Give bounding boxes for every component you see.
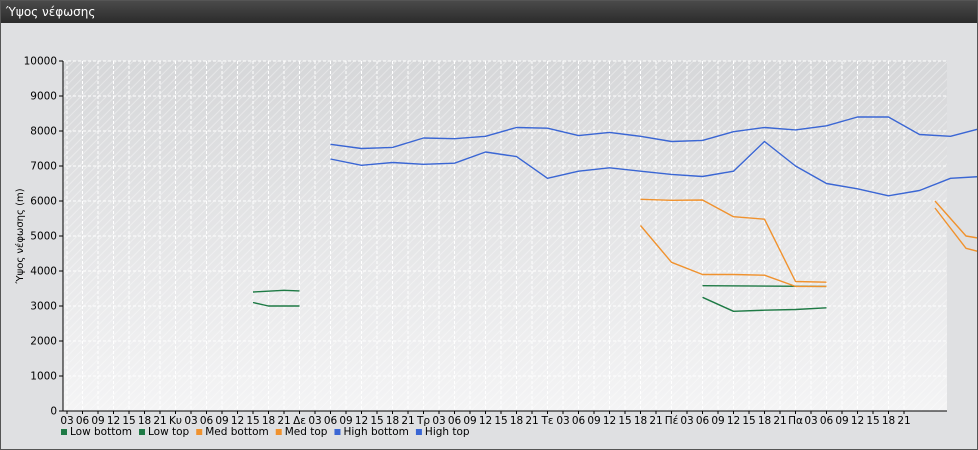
grid-lines (63, 60, 947, 412)
y-tick-label: 8000 (30, 126, 57, 138)
x-tick-label: 12 (355, 415, 368, 427)
title-bar: Ύψος νέφωσης (1, 1, 977, 23)
series-line-low-top (252, 289, 300, 293)
x-tick-label: Τρ (416, 415, 430, 427)
y-tick-label: 1000 (30, 371, 57, 383)
series-line-low-bottom (252, 301, 300, 307)
y-tick-label: 4000 (30, 266, 57, 278)
x-tick-label: 09 (339, 415, 352, 427)
x-tick-label: 06 (696, 415, 710, 427)
x-tick-label: 15 (494, 415, 507, 427)
series-lines (252, 116, 977, 312)
legend-swatch (139, 429, 145, 435)
x-tick-label: 06 (572, 415, 586, 427)
x-tick-label: 09 (587, 415, 600, 427)
x-tick-label: 15 (370, 415, 383, 427)
x-tick-label: 18 (510, 415, 523, 427)
y-tick-label: 9000 (30, 91, 57, 103)
x-tick-label: 03 (184, 415, 197, 427)
x-tick-label: 18 (634, 415, 647, 427)
y-tick-label: 7000 (30, 161, 57, 173)
legend-swatch (334, 429, 341, 435)
y-tick-label: 0 (50, 406, 57, 418)
x-tick-label: 12 (727, 415, 740, 427)
series-line-med-top (640, 198, 827, 283)
x-tick-label: 21 (649, 415, 662, 427)
x-tick-label: 12 (479, 415, 492, 427)
x-tick-label: 15 (866, 415, 879, 427)
y-tick-label: 2000 (30, 336, 57, 348)
window-title: Ύψος νέφωσης (6, 5, 96, 19)
y-tick-label: 3000 (30, 301, 57, 313)
x-tick-label: 09 (463, 415, 476, 427)
x-tick-label: Πέ (665, 415, 679, 427)
x-tick-label: 06 (448, 415, 462, 427)
x-tick-label: 03 (60, 415, 73, 427)
legend-swatch (275, 429, 282, 435)
x-tick-label: 15 (246, 415, 259, 427)
axes: 0 1000 2000 3000 4000 5000 6000 7000 8000 9000 100… (24, 56, 947, 427)
x-tick-label: 21 (525, 415, 538, 427)
x-tick-label: 12 (851, 415, 864, 427)
x-tick-label: 09 (215, 415, 228, 427)
x-tick-label: 18 (386, 415, 399, 427)
x-tick-label: 21 (277, 415, 290, 427)
legend-swatch (196, 429, 203, 435)
x-tick-label: 18 (882, 415, 895, 427)
x-tick-label: 21 (897, 415, 910, 427)
series-line-low-bottom (702, 296, 827, 312)
legend-swatch (415, 429, 422, 435)
x-tick-label: 18 (138, 415, 151, 427)
x-tick-label: 12 (231, 415, 244, 427)
x-tick-label: Κυ (169, 415, 182, 427)
x-tick-label: 12 (107, 415, 120, 427)
x-tick-label: 06 (76, 415, 90, 427)
x-tick-label: 21 (773, 415, 786, 427)
x-tick-label: 03 (556, 415, 569, 427)
series-line-high-top (330, 116, 977, 150)
x-tick-label: 15 (122, 415, 135, 427)
y-axis-label: Ύψος νέφωσης (m) (14, 188, 26, 284)
x-tick-label: 06 (324, 415, 338, 427)
legend-label: High top (425, 426, 470, 438)
x-tick-label: 03 (804, 415, 817, 427)
legend-label: Med top (285, 426, 328, 438)
x-tick-label: Τε (540, 415, 553, 427)
x-tick-label: 09 (835, 415, 848, 427)
x-tick-label: Δε (293, 415, 306, 427)
x-tick-label: 06 (820, 415, 834, 427)
x-tick-label: 18 (758, 415, 771, 427)
x-tick-label: 06 (200, 415, 214, 427)
legend-label: Low bottom (70, 426, 132, 438)
x-tick-label: 15 (618, 415, 631, 427)
x-tick-label: 18 (262, 415, 275, 427)
legend: Low bottom Low top Med bottom Med top High b… (61, 426, 470, 438)
x-tick-label: 03 (432, 415, 445, 427)
legend-swatch (61, 429, 67, 435)
legend-label: Low top (148, 426, 190, 438)
y-tick-label: 6000 (30, 196, 57, 208)
x-tick-label: 09 (711, 415, 724, 427)
x-tick-label: 15 (742, 415, 755, 427)
y-tick-label: 5000 (30, 231, 57, 243)
series-line-high-bottom (330, 140, 977, 197)
x-tick-label: 03 (308, 415, 321, 427)
x-tick-label: 21 (401, 415, 414, 427)
y-tick-label: 10000 (24, 56, 57, 68)
x-tick-label: 12 (603, 415, 616, 427)
legend-label: High bottom (343, 426, 408, 438)
legend-label: Med bottom (205, 426, 269, 438)
x-tick-label: 03 (680, 415, 693, 427)
x-tick-label: 21 (153, 415, 166, 427)
chart-area: 0 1000 2000 3000 4000 5000 6000 7000 8000 9000 100… (1, 23, 977, 449)
x-tick-label: 09 (91, 415, 104, 427)
cloud-height-chart: 0 1000 2000 3000 4000 5000 6000 7000 8000 9000 100… (14, 56, 977, 438)
series-line-med-bottom (639, 225, 827, 288)
x-tick-label: Πα (788, 415, 803, 427)
